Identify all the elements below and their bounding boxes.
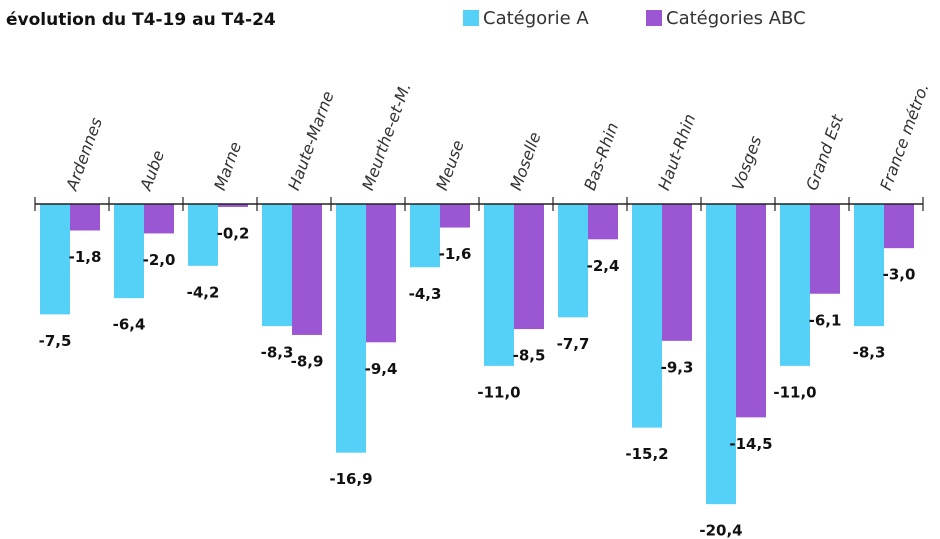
x-tick-label: Haut-Rhin bbox=[654, 111, 699, 193]
bar bbox=[336, 204, 366, 453]
value-label: -15,2 bbox=[625, 445, 668, 463]
value-label: -7,7 bbox=[557, 335, 590, 353]
legend-label: Catégorie A bbox=[483, 8, 589, 29]
value-label: -8,9 bbox=[291, 352, 324, 370]
value-label: -9,4 bbox=[365, 360, 398, 378]
bar bbox=[410, 204, 440, 268]
bar bbox=[514, 204, 544, 330]
value-label: -9,3 bbox=[661, 358, 694, 376]
value-label: -6,1 bbox=[809, 311, 842, 329]
value-label: -0,2 bbox=[217, 224, 250, 242]
bar bbox=[262, 204, 292, 327]
x-tick-label: France métro. bbox=[876, 81, 932, 193]
value-label: -11,0 bbox=[773, 383, 816, 401]
value-label: -3,0 bbox=[883, 266, 916, 284]
x-tick-label: Ardennes bbox=[62, 115, 106, 194]
bar bbox=[706, 204, 736, 505]
bar bbox=[292, 204, 322, 335]
bar bbox=[366, 204, 396, 343]
x-tick-label: Vosges bbox=[728, 133, 765, 193]
bar bbox=[188, 204, 218, 266]
value-label: -16,9 bbox=[329, 470, 372, 488]
value-label: -4,3 bbox=[409, 285, 442, 303]
bar bbox=[632, 204, 662, 428]
value-label: -4,2 bbox=[187, 283, 220, 301]
x-tick-label: Haute-Marne bbox=[284, 88, 337, 192]
bar bbox=[144, 204, 174, 234]
value-label: -1,8 bbox=[69, 248, 102, 266]
bar bbox=[854, 204, 884, 327]
x-tick-label: Meuse bbox=[432, 137, 468, 192]
value-label: -8,5 bbox=[513, 347, 546, 365]
bar bbox=[218, 204, 248, 207]
bar bbox=[440, 204, 470, 228]
value-label: -1,6 bbox=[439, 245, 472, 263]
bar bbox=[884, 204, 914, 249]
value-label: -2,0 bbox=[143, 251, 176, 269]
x-tick-label: Moselle bbox=[506, 129, 545, 193]
value-label: -11,0 bbox=[477, 383, 520, 401]
bar bbox=[662, 204, 692, 341]
bar bbox=[70, 204, 100, 231]
bar bbox=[736, 204, 766, 418]
value-label: -14,5 bbox=[729, 435, 772, 453]
value-label: -7,5 bbox=[39, 332, 72, 350]
bar bbox=[588, 204, 618, 240]
value-label: -6,4 bbox=[113, 316, 146, 334]
bar bbox=[114, 204, 144, 299]
bar bbox=[40, 204, 70, 315]
legend-swatch bbox=[646, 10, 662, 26]
value-label: -8,3 bbox=[261, 344, 294, 362]
value-label: -8,3 bbox=[853, 344, 886, 362]
bar bbox=[810, 204, 840, 294]
chart-title: évolution du T4-19 au T4-24 bbox=[6, 10, 276, 30]
x-tick-label: Aube bbox=[136, 148, 168, 194]
x-tick-label: Meurthe-et-M. bbox=[358, 80, 415, 193]
x-tick-label: Grand Est bbox=[802, 112, 847, 193]
value-label: -20,4 bbox=[699, 522, 742, 539]
legend-label: Catégories ABC bbox=[666, 8, 806, 29]
x-tick-label: Marne bbox=[210, 139, 245, 193]
bar bbox=[780, 204, 810, 366]
legend-swatch bbox=[463, 10, 479, 26]
bar bbox=[558, 204, 588, 318]
x-tick-label: Bas-Rhin bbox=[580, 120, 622, 193]
value-label: -2,4 bbox=[587, 257, 620, 275]
bar bbox=[484, 204, 514, 366]
